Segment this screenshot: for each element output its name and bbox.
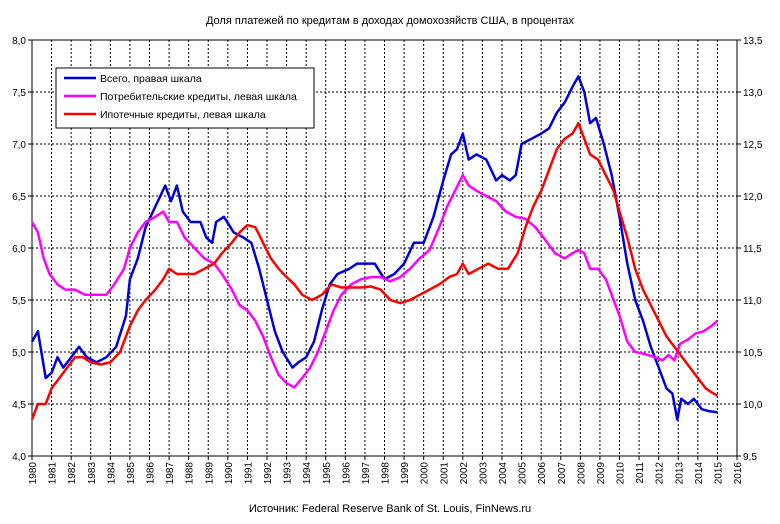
x-tick-label: 1997 <box>361 462 372 485</box>
series-group <box>30 75 719 421</box>
chart-title: Доля платежей по кредитам в доходах домо… <box>206 15 575 27</box>
y-left-tick-label: 6,5 <box>12 192 26 203</box>
x-tick-label: 2016 <box>733 462 744 485</box>
legend-label-total: Всего, правая шкала <box>100 73 202 85</box>
y-right-tick-label: 10,0 <box>743 400 763 411</box>
x-tick-label: 2012 <box>655 462 666 485</box>
x-tick-label: 1984 <box>106 462 117 485</box>
x-tick-label: 1980 <box>28 462 39 485</box>
series-line-total <box>30 75 718 421</box>
y-right-tick-label: 11,0 <box>743 296 762 307</box>
y-left-tick-label: 8,0 <box>12 36 26 47</box>
x-tick-label: 2001 <box>439 462 450 485</box>
x-tick-label: 1991 <box>243 462 254 485</box>
x-tick-label: 2007 <box>557 462 568 485</box>
y-right-tick-label: 11,5 <box>743 244 762 255</box>
y-right-tick-label: 12,0 <box>743 192 763 203</box>
y-left-tick-label: 7,0 <box>12 140 26 151</box>
series-line-consumer <box>30 173 719 389</box>
x-tick-label: 2005 <box>518 462 529 485</box>
y-left-tick-label: 7,5 <box>12 88 26 99</box>
x-tick-label: 1989 <box>204 462 215 485</box>
y-right-tick-label: 9,5 <box>743 452 757 463</box>
x-tick-label: 2014 <box>694 462 705 485</box>
x-tick-label: 1990 <box>224 462 235 485</box>
x-tick-label: 2004 <box>498 462 509 485</box>
x-tick-label: 1985 <box>126 462 137 485</box>
x-tick-label: 2006 <box>537 462 548 485</box>
x-tick-label: 1996 <box>341 462 352 485</box>
x-tick-label: 1995 <box>322 462 333 485</box>
y-right-tick-label: 13,5 <box>743 36 763 47</box>
x-tick-label: 2010 <box>616 462 627 485</box>
y-right-tick-label: 12,5 <box>743 140 763 151</box>
x-tick-label: 2008 <box>576 462 587 485</box>
y-right-tick-label: 13,0 <box>743 88 763 99</box>
x-tick-label: 1981 <box>48 462 59 485</box>
x-tick-label: 2000 <box>420 462 431 485</box>
x-tick-label: 1986 <box>146 462 157 485</box>
x-tick-label: 1987 <box>165 462 176 485</box>
y-left-tick-label: 4,5 <box>12 400 26 411</box>
x-tick-label: 1992 <box>263 462 274 485</box>
y-left-tick-label: 4,0 <box>12 452 26 463</box>
y-axis-left: 4,0 4,5 5,0 5,5 6,0 6,5 7,0 7,5 8,0 <box>12 36 32 463</box>
x-tick-label: 2013 <box>674 462 685 485</box>
x-tick-label: 2002 <box>459 462 470 485</box>
x-tick-label: 1999 <box>400 462 411 485</box>
x-tick-label: 1983 <box>87 462 98 485</box>
legend-label-mortgage: Ипотечные кредиты, левая шкала <box>100 109 266 121</box>
x-tick-label: 1982 <box>67 462 78 485</box>
source-note: Источник: Federal Reserve Bank of St. Lo… <box>249 503 531 515</box>
series-line-mortgage <box>30 121 718 421</box>
x-tick-label: 1988 <box>185 462 196 485</box>
y-left-tick-label: 5,5 <box>12 296 26 307</box>
y-left-tick-label: 6,0 <box>12 244 26 255</box>
x-axis: 1980 1981 1982 1983 1984 1985 1986 1987 1988 1989… <box>28 456 744 484</box>
x-tick-label: 1998 <box>381 462 392 485</box>
x-tick-label: 1994 <box>302 462 313 485</box>
legend: Всего, правая шкала Потребительские кред… <box>55 67 315 129</box>
y-left-tick-label: 5,0 <box>12 348 26 359</box>
legend-label-consumer: Потребительские кредиты, левая шкала <box>100 91 297 103</box>
x-tick-label: 1993 <box>283 462 294 485</box>
x-tick-label: 2011 <box>635 462 646 484</box>
x-tick-label: 2009 <box>596 462 607 485</box>
y-axis-right: 9,5 10,0 10,5 11,0 11,5 12,0 12,5 13,0 13,5 <box>737 36 763 463</box>
y-right-tick-label: 10,5 <box>743 348 763 359</box>
x-tick-label: 2015 <box>713 462 724 485</box>
x-tick-label: 2003 <box>478 462 489 485</box>
legend-box <box>55 67 315 129</box>
